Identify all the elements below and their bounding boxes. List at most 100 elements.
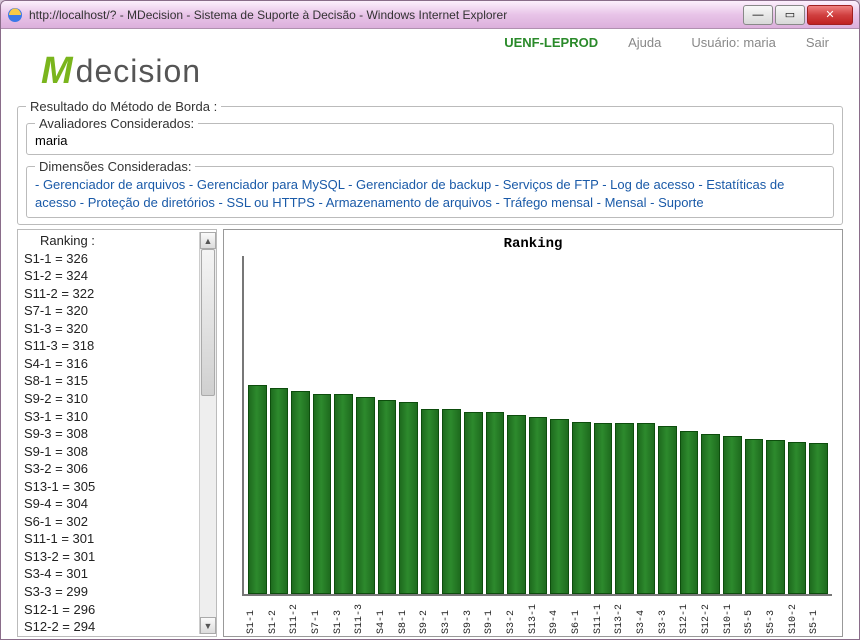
ranking-list: Ranking : S1-1 = 326S1-2 = 324S11-2 = 32… — [24, 232, 199, 634]
list-item: S12-1 = 296 — [24, 601, 199, 619]
ranking-chart: Ranking S1-1S1-2S11-2S7-1S1-3S11-3S4-1S8… — [223, 229, 843, 637]
list-item: S3-4 = 301 — [24, 565, 199, 583]
scroll-up-button[interactable]: ▲ — [200, 232, 216, 249]
evaluators-fieldset: Avaliadores Considerados: maria — [26, 116, 834, 155]
chart-bar — [572, 422, 591, 595]
ie-icon — [7, 7, 23, 23]
x-axis-label: S5-1 — [809, 598, 828, 634]
list-item: S6-1 = 302 — [24, 513, 199, 531]
x-axis-label: S10-1 — [723, 598, 742, 634]
x-axis-label: S11-3 — [354, 598, 373, 634]
dimensions-text: - Gerenciador de arquivos - Gerenciador … — [35, 176, 825, 211]
x-axis-label: S12-1 — [679, 598, 698, 634]
list-item: S11-1 = 301 — [24, 530, 199, 548]
chart-bar — [658, 426, 677, 594]
list-item: S9-3 = 308 — [24, 425, 199, 443]
list-item: S4-1 = 316 — [24, 355, 199, 373]
x-axis-label: S5-3 — [766, 598, 785, 634]
chart-bar — [291, 391, 310, 594]
logout-link[interactable]: Sair — [806, 35, 829, 50]
list-item: S3-1 = 310 — [24, 408, 199, 426]
chart-title: Ranking — [228, 236, 838, 252]
result-legend: Resultado do Método de Borda : — [26, 99, 221, 114]
close-button[interactable]: ✕ — [807, 5, 853, 25]
list-item: S12-2 = 294 — [24, 618, 199, 634]
chart-bar — [507, 415, 526, 594]
list-item: S7-1 = 320 — [24, 302, 199, 320]
app-logo: Mdecision — [11, 50, 201, 97]
x-axis-label: S13-1 — [528, 598, 547, 634]
x-axis-label: S4-1 — [376, 598, 395, 634]
list-item: S1-1 = 326 — [24, 250, 199, 268]
titlebar[interactable]: http://localhost/? - MDecision - Sistema… — [1, 1, 859, 29]
list-item: S1-2 = 324 — [24, 267, 199, 285]
browser-window: http://localhost/? - MDecision - Sistema… — [0, 0, 860, 640]
x-axis-label: S1-2 — [268, 598, 287, 634]
x-axis-label: S6-1 — [571, 598, 590, 634]
chart-bar — [550, 419, 569, 595]
chart-plot-area — [242, 256, 832, 596]
x-axis-label: S9-4 — [549, 598, 568, 634]
evaluators-legend: Avaliadores Considerados: — [35, 116, 198, 131]
chart-bar — [313, 394, 332, 594]
maximize-button[interactable]: ▭ — [775, 5, 805, 25]
chart-bar — [464, 412, 483, 594]
ranking-list-panel: Ranking : S1-1 = 326S1-2 = 324S11-2 = 32… — [17, 229, 217, 637]
scrollbar[interactable]: ▲ ▼ — [199, 232, 216, 634]
chart-bar — [723, 436, 742, 595]
logo-text: decision — [76, 53, 201, 90]
chart-bar — [529, 417, 548, 594]
x-axis-label: S10-2 — [788, 598, 807, 634]
minimize-button[interactable]: — — [743, 5, 773, 25]
list-item: S9-4 = 304 — [24, 495, 199, 513]
x-axis-label: S9-2 — [419, 598, 438, 634]
chart-bar — [809, 443, 828, 594]
x-axis-label: S3-2 — [506, 598, 525, 634]
x-axis-label: S13-2 — [614, 598, 633, 634]
x-axis-label: S12-2 — [701, 598, 720, 634]
result-fieldset: Resultado do Método de Borda : Avaliador… — [17, 99, 843, 225]
chart-bar — [270, 388, 289, 594]
chart-bar — [399, 402, 418, 595]
top-nav: UENF-LEPROD Ajuda Usuário: maria Sair — [11, 33, 849, 50]
user-label: Usuário: maria — [691, 35, 776, 50]
chart-bar — [594, 423, 613, 594]
list-item: S8-1 = 315 — [24, 372, 199, 390]
chart-bar — [766, 440, 785, 594]
scroll-thumb[interactable] — [201, 249, 215, 396]
dimensions-fieldset: Dimensões Consideradas: - Gerenciador de… — [26, 159, 834, 218]
chart-bar — [486, 412, 505, 594]
list-item: S11-3 = 318 — [24, 337, 199, 355]
x-axis-label: S9-1 — [484, 598, 503, 634]
evaluators-value: maria — [35, 133, 825, 148]
chart-bar — [248, 385, 267, 595]
logo-mark: M — [41, 50, 74, 93]
list-item: S9-1 = 308 — [24, 443, 199, 461]
help-link[interactable]: Ajuda — [628, 35, 661, 50]
x-axis-label: S3-1 — [441, 598, 460, 634]
x-axis-label: S11-2 — [289, 598, 308, 634]
dimensions-legend: Dimensões Consideradas: — [35, 159, 195, 174]
x-axis-label: S1-1 — [246, 598, 265, 634]
scroll-down-button[interactable]: ▼ — [200, 617, 216, 634]
x-axis-label: S11-1 — [593, 598, 612, 634]
page-content: UENF-LEPROD Ajuda Usuário: maria Sair Md… — [1, 29, 859, 639]
chart-bar — [442, 409, 461, 594]
chart-bar — [615, 423, 634, 594]
chart-bar — [356, 397, 375, 594]
chart-bar — [334, 394, 353, 594]
chart-bar — [680, 431, 699, 594]
brand-label[interactable]: UENF-LEPROD — [504, 35, 598, 50]
x-axis-label: S9-3 — [463, 598, 482, 634]
window-title: http://localhost/? - MDecision - Sistema… — [29, 8, 741, 22]
list-item: S13-2 = 301 — [24, 548, 199, 566]
list-item: S11-2 = 322 — [24, 285, 199, 303]
scroll-track[interactable] — [200, 249, 216, 617]
x-axis-label: S1-3 — [333, 598, 352, 634]
chart-x-labels: S1-1S1-2S11-2S7-1S1-3S11-3S4-1S8-1S9-2S3… — [242, 598, 832, 634]
x-axis-label: S8-1 — [398, 598, 417, 634]
x-axis-label: S5-5 — [744, 598, 763, 634]
x-axis-label: S3-3 — [658, 598, 677, 634]
chart-bar — [788, 442, 807, 594]
chart-bar — [745, 439, 764, 595]
